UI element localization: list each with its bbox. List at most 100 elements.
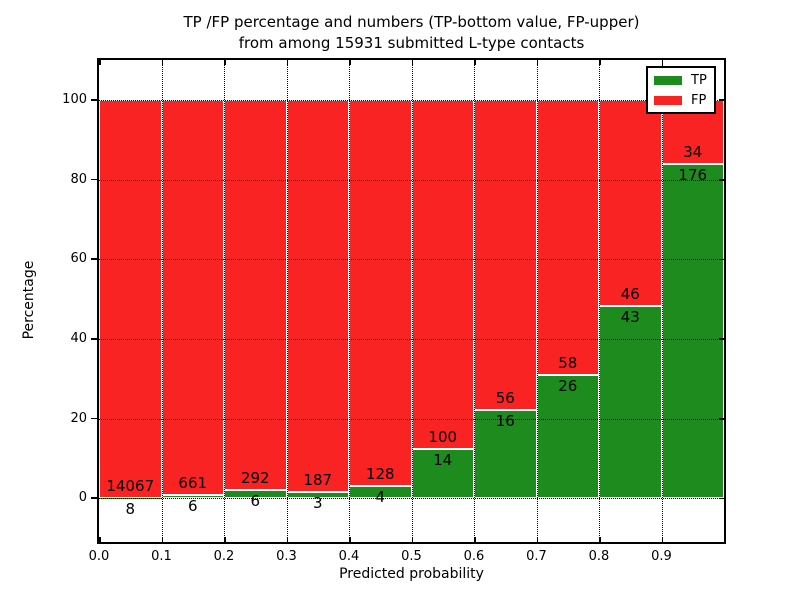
x-tick-mark-top [99,60,101,65]
x-tick-mark-top [599,60,601,65]
x-tick-mark-top [474,60,476,65]
legend-label: FP [691,93,707,108]
tp-count-label: 16 [495,411,515,430]
x-axis-label: Predicted probability [339,566,484,582]
fp-bar-segment [599,99,662,306]
fp-bar-segment [286,99,349,492]
tp-count-label: 8 [125,499,136,518]
x-tick-mark [411,537,413,542]
x-tick-label: 0.6 [463,549,485,564]
x-tick-label: 0.4 [338,549,360,564]
x-tick-mark [286,537,288,542]
x-tick-mark [349,537,351,542]
y-tick-label: 80 [70,171,87,187]
x-tick-mark [161,537,163,542]
tp-bar-segment [599,305,662,499]
y-tick-label: 60 [70,251,87,267]
x-tick-label: 0.5 [401,549,422,564]
tp-count-label: 26 [558,376,578,395]
y-tick-mark-right [719,497,724,500]
v-gridline [661,60,663,542]
y-tick-mark [91,258,97,260]
x-tick-mark-top [286,60,288,65]
fp-count-label: 100 [428,428,458,447]
fp-bar-segment [224,99,287,491]
x-tick-mark-top [224,60,226,65]
fp-count-label: 128 [365,465,395,484]
x-tick-mark [474,537,476,542]
x-tick-label: 0.8 [588,549,610,564]
x-tick-mark [536,537,538,542]
v-gridline [224,60,225,542]
chart-title: TP /FP percentage and numbers (TP-bottom… [99,12,724,54]
fp-count-label: 292 [240,469,270,488]
x-tick-label: 0.9 [651,549,672,564]
plot-area: 14067 8 661 6 292 6 187 3 128 4 100 14 56 16 58 26 46 43 3… [97,58,726,544]
fp-count-label: 34 [683,143,703,162]
y-tick-label: 0 [78,490,87,506]
y-tick-mark [91,338,97,340]
tp-count-label: 3 [312,493,323,512]
x-tick-label: 0.7 [526,549,547,564]
y-axis-label: Percentage [21,260,37,340]
y-tick-mark [91,178,97,181]
x-tick-mark [599,537,601,542]
fp-bar-segment [161,99,224,495]
fp-count-label: 46 [620,284,640,303]
tp-count-label: 6 [250,492,261,511]
x-tick-label: 0.1 [151,549,172,564]
x-tick-mark [661,537,663,542]
v-gridline [536,60,538,542]
y-tick-mark-right [719,179,724,181]
x-tick-mark [224,537,226,542]
legend-entry: TP [654,74,708,87]
v-gridline [286,60,288,542]
fp-count-label: 187 [303,470,333,489]
tp-bar-segment [661,164,724,499]
tp-count-label: 4 [375,488,386,507]
y-tick-mark [91,497,97,499]
v-gridline [411,60,413,542]
tp-bar-segment [536,374,599,499]
fp-count-label: 661 [178,473,208,492]
y-tick-mark [91,417,97,420]
v-gridline [349,60,350,542]
y-tick-mark-right [719,418,724,420]
x-tick-label: 0.0 [88,549,110,564]
chart-title-line1: TP /FP percentage and numbers (TP-bottom… [183,13,640,31]
tp-count-label: 14 [433,451,453,470]
y-tick-label: 100 [62,91,87,107]
y-tick-mark-right [719,258,724,261]
fp-legend-swatch [654,96,682,105]
y-tick-mark-right [719,99,724,101]
legend: TP FP [646,66,716,114]
legend-label: TP [691,73,707,88]
tp-count-label: 43 [620,307,640,326]
tp-legend-swatch [654,76,682,85]
tp-bar-segment [411,449,474,499]
fp-count-label: 58 [558,353,578,372]
fp-count-label: 56 [495,388,515,407]
x-tick-mark-top [161,60,163,65]
legend-entry: FP [654,94,708,107]
tp-bar-segment [474,409,537,499]
y-tick-mark-right [719,338,724,340]
x-tick-label: 0.2 [213,549,235,564]
v-gridline [161,60,163,542]
x-tick-label: 0.3 [276,549,297,564]
tp-count-label: 176 [678,166,708,185]
x-tick-mark [99,537,101,542]
fp-bar-segment [99,99,162,498]
x-tick-mark-top [411,60,413,65]
x-tick-mark-top [661,60,663,65]
x-tick-mark-top [349,60,351,65]
v-gridline [474,60,475,542]
y-tick-mark [91,99,97,101]
y-tick-label: 40 [70,330,87,346]
y-tick-label: 20 [70,410,87,426]
chart-title-line2: from among 15931 submitted L-type contac… [238,34,585,52]
x-tick-mark-top [536,60,538,65]
v-gridline [599,60,600,542]
fp-count-label: 14067 [106,476,155,495]
